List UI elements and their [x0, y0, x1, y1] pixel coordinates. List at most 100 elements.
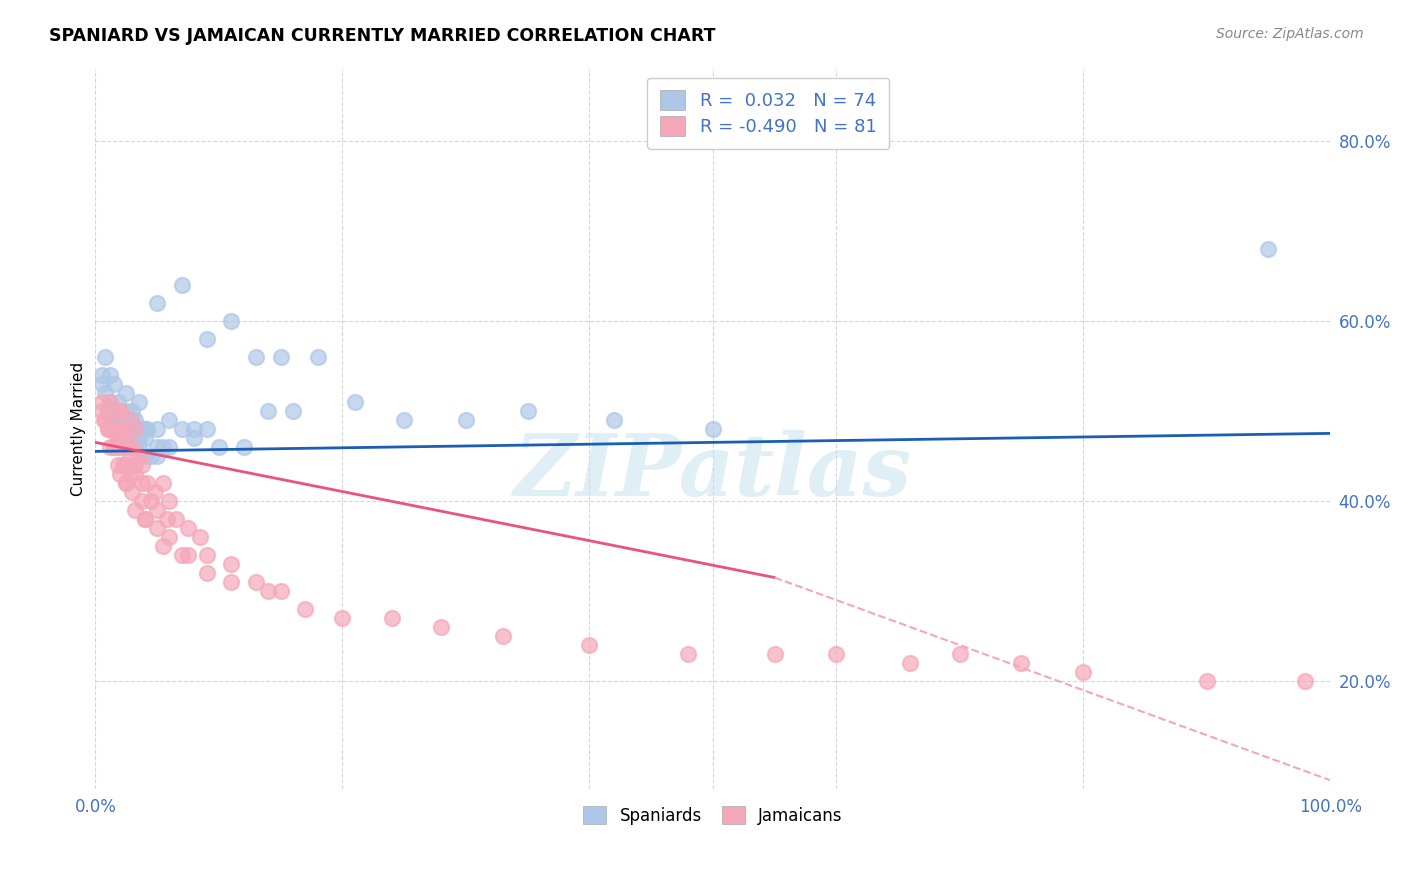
Point [97, 404, 120, 418]
Point [111, 422, 134, 436]
Point [131, 494, 153, 508]
Point [170, 548, 193, 562]
Point [949, 647, 972, 661]
Point [578, 638, 600, 652]
Point [107, 394, 129, 409]
Point [136, 422, 159, 436]
Point [146, 295, 169, 310]
Point [128, 440, 150, 454]
Point [146, 422, 169, 436]
Point [454, 413, 477, 427]
Point [195, 548, 218, 562]
Point [146, 503, 169, 517]
Point [97, 404, 120, 418]
Point [115, 385, 138, 400]
Point [115, 440, 138, 454]
Point [108, 404, 131, 418]
Point [128, 431, 150, 445]
Point [195, 566, 218, 580]
Point [128, 449, 150, 463]
Point [392, 413, 415, 427]
Point [170, 422, 193, 436]
Point [107, 422, 129, 436]
Point [115, 404, 138, 418]
Point [93, 413, 115, 427]
Point [98, 440, 121, 454]
Point [115, 431, 138, 445]
Point [159, 413, 181, 427]
Point [115, 431, 138, 445]
Point [115, 458, 138, 472]
Point [1195, 674, 1218, 689]
Point [124, 503, 146, 517]
Point [343, 394, 366, 409]
Point [208, 440, 231, 454]
Point [107, 458, 129, 472]
Point [177, 548, 200, 562]
Point [108, 413, 131, 427]
Point [134, 449, 156, 463]
Point [111, 431, 134, 445]
Point [90, 376, 112, 391]
Point [183, 422, 205, 436]
Point [195, 332, 218, 346]
Point [245, 574, 267, 589]
Y-axis label: Currently Married: Currently Married [72, 362, 86, 496]
Point [170, 277, 193, 292]
Point [183, 431, 205, 445]
Point [270, 350, 292, 364]
Point [131, 422, 153, 436]
Point [107, 431, 129, 445]
Point [121, 484, 143, 499]
Point [94, 350, 117, 364]
Point [898, 656, 921, 670]
Point [98, 368, 121, 382]
Point [115, 475, 138, 490]
Point [177, 521, 200, 535]
Point [134, 431, 156, 445]
Point [603, 413, 626, 427]
Text: Source: ZipAtlas.com: Source: ZipAtlas.com [1216, 27, 1364, 41]
Point [270, 584, 292, 599]
Point [108, 467, 131, 481]
Point [139, 449, 162, 463]
Point [108, 404, 131, 418]
Point [232, 440, 254, 454]
Point [307, 350, 329, 364]
Point [136, 475, 159, 490]
Point [128, 394, 150, 409]
Point [516, 404, 538, 418]
Point [245, 350, 267, 364]
Point [103, 440, 125, 454]
Point [121, 431, 143, 445]
Point [146, 440, 169, 454]
Point [381, 611, 404, 625]
Point [492, 629, 515, 643]
Point [121, 440, 143, 454]
Point [1071, 665, 1094, 679]
Point [676, 647, 699, 661]
Point [97, 422, 120, 436]
Point [118, 413, 141, 427]
Point [103, 413, 125, 427]
Point [94, 385, 117, 400]
Point [90, 368, 112, 382]
Point [90, 404, 112, 418]
Point [134, 512, 156, 526]
Point [115, 422, 138, 436]
Point [108, 404, 131, 418]
Point [152, 440, 174, 454]
Point [294, 602, 316, 616]
Point [139, 494, 162, 508]
Point [111, 422, 134, 436]
Text: ZIPatlas: ZIPatlas [513, 430, 912, 514]
Point [108, 404, 131, 418]
Point [97, 422, 120, 436]
Point [111, 458, 134, 472]
Point [1295, 674, 1317, 689]
Point [134, 422, 156, 436]
Point [146, 449, 169, 463]
Point [124, 458, 146, 472]
Point [98, 394, 121, 409]
Point [108, 413, 131, 427]
